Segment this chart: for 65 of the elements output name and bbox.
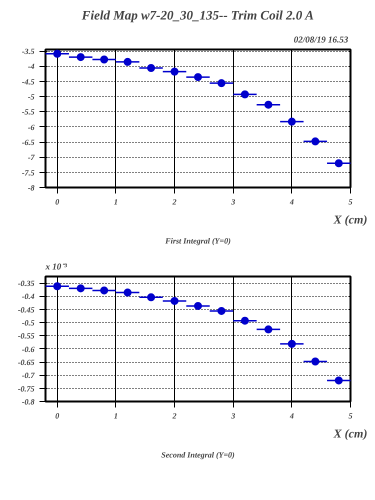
y-tick-label: -5.5 xyxy=(22,108,35,117)
point xyxy=(311,137,320,146)
y-tick-label: -3.5 xyxy=(22,47,35,56)
x-tick-label: 1 xyxy=(114,412,118,420)
y-tick-label: -0.5 xyxy=(22,318,35,328)
point xyxy=(194,302,202,310)
y-tick-label: -0.6 xyxy=(22,344,35,354)
point xyxy=(147,64,156,72)
y-tick-label: -0.4 xyxy=(22,292,35,302)
point xyxy=(53,282,62,290)
point xyxy=(194,73,202,82)
point xyxy=(311,358,320,366)
x-tick-label: 3 xyxy=(230,198,236,206)
y-tick-label: -0.8 xyxy=(22,398,35,406)
point xyxy=(264,325,272,334)
y-tick-label: -0.55 xyxy=(18,332,35,341)
point xyxy=(76,53,85,62)
point xyxy=(124,58,132,66)
y-tick-label: -7 xyxy=(28,153,36,162)
x-tick-label: 5 xyxy=(348,412,352,420)
x-tick-label: 2 xyxy=(172,198,177,206)
chart-title: Field Map w7-20_30_135-- Trim Coil 2.0 A xyxy=(80,8,314,22)
point xyxy=(124,288,132,297)
point xyxy=(240,90,249,98)
point xyxy=(240,316,249,325)
y-tick-label: -4.5 xyxy=(22,77,35,86)
x-axis-title: X (cm) xyxy=(332,212,368,226)
point xyxy=(217,306,226,315)
y-tick-label: -0.7 xyxy=(22,371,36,380)
text: Second Integral (Y=0) xyxy=(161,450,236,460)
x-tick-label: 0 xyxy=(55,198,60,206)
x-tick-label: 4 xyxy=(288,412,294,420)
point xyxy=(170,296,179,305)
y-tick-label: -8 xyxy=(28,184,35,192)
x-tick-label: 5 xyxy=(348,198,352,206)
point xyxy=(76,284,85,292)
point xyxy=(217,79,226,88)
x-tick-label: 1 xyxy=(114,198,118,206)
point xyxy=(334,376,343,384)
x-axis-title: X (cm) xyxy=(332,426,368,440)
text: x 10⁻³ xyxy=(44,262,68,272)
point xyxy=(264,100,272,109)
x-tick-label: 3 xyxy=(230,412,236,420)
y-tick-label: -5 xyxy=(28,92,35,102)
y-tick-label: -0.65 xyxy=(18,358,35,368)
point xyxy=(53,50,62,58)
y-tick-label: -0.35 xyxy=(18,279,35,288)
y-tick-label: -0.45 xyxy=(18,305,35,314)
point xyxy=(100,56,108,64)
point xyxy=(100,286,108,294)
point xyxy=(147,293,156,302)
point xyxy=(334,159,343,168)
x-tick-label: 0 xyxy=(55,412,60,420)
point xyxy=(288,340,296,348)
text: First Integral (Y=0) xyxy=(164,236,232,246)
point xyxy=(170,68,179,76)
y-tick-label: -6 xyxy=(28,122,35,132)
y-tick-label: -7.5 xyxy=(22,168,35,178)
point xyxy=(288,118,296,126)
x-tick-label: 4 xyxy=(288,198,294,206)
x-tick-label: 2 xyxy=(172,412,177,420)
text: 02/08/19 16.53 xyxy=(294,34,349,44)
y-tick-label: -6.5 xyxy=(22,138,35,148)
y-tick-label: -4 xyxy=(28,62,35,72)
y-tick-label: -0.75 xyxy=(18,384,35,394)
